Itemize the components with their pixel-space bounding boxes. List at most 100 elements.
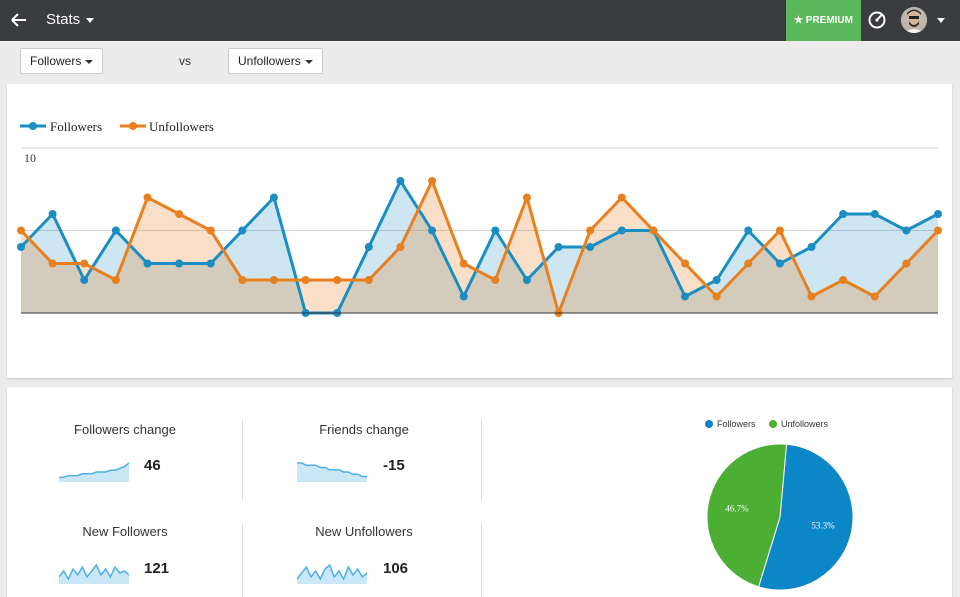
friends-change-sparkline [297,462,367,482]
followers-point[interactable] [175,259,184,268]
unfollowers-point[interactable] [364,276,373,284]
followers-point[interactable] [807,243,816,251]
pie-legend-unfollowers[interactable]: Unfollowers [769,419,828,429]
followers-point[interactable] [80,276,89,284]
unfollowers-point[interactable] [744,259,753,268]
followers-point[interactable] [491,226,500,235]
followers-point[interactable] [839,210,848,218]
unfollowers-point[interactable] [80,259,89,268]
followers-point[interactable] [17,243,25,251]
followers-change-value: 46 [144,457,161,474]
followers-point[interactable] [617,226,626,235]
followers-point[interactable] [712,276,721,284]
unfollowers-point[interactable] [428,177,437,185]
pie-slice-unfollowers[interactable] [706,443,788,588]
unfollowers-point[interactable] [934,226,942,235]
unfollowers-point[interactable] [681,259,690,268]
page-title: Stats [46,11,81,28]
unfollowers-point[interactable] [175,210,184,218]
followers-point[interactable] [206,259,215,268]
friends-change-label: Friends change [319,422,409,437]
sparkline-area [59,565,129,584]
stats-card: Followers change 46 Friends change -15 N… [7,387,952,597]
account-menu-chevron-icon[interactable] [937,18,945,23]
followers-point[interactable] [775,259,784,268]
area-chart: 10 [17,147,942,317]
unfollowers-point[interactable] [206,226,215,235]
new-unfollowers-value: 106 [383,560,409,577]
legend-followers[interactable]: Followers [50,119,102,134]
divider [242,420,243,500]
new-unfollowers-label: New Unfollowers [315,524,413,539]
chevron-down-icon [304,59,313,64]
pie-legend-followers[interactable]: Followers [705,419,756,429]
unfollowers-dot-icon [769,420,777,428]
followers-point[interactable] [269,193,278,202]
followers-point[interactable] [934,210,942,218]
unfollowers-point[interactable] [459,259,468,268]
left-metric-dropdown[interactable]: Followers [20,48,104,74]
page-title-dropdown[interactable]: Stats [46,11,95,28]
unfollowers-point[interactable] [269,276,278,284]
premium-button[interactable]: ★ PREMIUM [786,0,861,41]
followers-point[interactable] [238,226,247,235]
followers-point[interactable] [459,292,468,301]
followers-point[interactable] [143,259,152,268]
unfollowers-point[interactable] [143,193,152,202]
unfollowers-point[interactable] [522,193,531,202]
top-bar: Stats ★ PREMIUM [0,0,960,41]
followers-point[interactable] [396,177,405,185]
sparkline-line [297,462,367,478]
unfollowers-point[interactable] [491,276,500,284]
followers-point[interactable] [586,243,595,251]
followers-point[interactable] [111,226,120,235]
unfollowers-point[interactable] [396,243,405,251]
unfollowers-point[interactable] [870,292,879,301]
sparkline-area [297,463,367,482]
pie-value-label-followers: 53.3% [811,520,835,530]
followers-change-sparkline [59,462,129,482]
new-followers-value: 121 [144,560,170,577]
followers-point[interactable] [902,226,911,235]
unfollowers-point[interactable] [333,276,342,284]
followers-line [19,179,939,315]
unfollowers-point[interactable] [839,276,848,284]
new-followers-sparkline [59,564,129,584]
unfollowers-point[interactable] [617,193,626,202]
back-arrow-icon[interactable] [10,9,28,31]
followers-point[interactable] [48,210,57,218]
left-metric-label: Followers [30,54,82,68]
pie-value-label-unfollowers: 46.7% [725,504,749,514]
unfollowers-point[interactable] [712,292,721,301]
followers-point[interactable] [364,243,373,251]
followers-point[interactable] [681,292,690,301]
right-metric-dropdown[interactable]: Unfollowers [228,48,323,74]
unfollowers-legend-swatch [120,122,146,130]
followers-point[interactable] [554,243,563,251]
followers-point[interactable] [744,226,753,235]
unfollowers-point[interactable] [111,276,120,284]
followers-point[interactable] [870,210,879,218]
unfollowers-point[interactable] [17,226,25,235]
followers-point[interactable] [428,226,437,235]
unfollowers-point[interactable] [238,276,247,284]
right-metric-label: Unfollowers [238,54,301,68]
unfollowers-point[interactable] [649,226,658,235]
unfollowers-point[interactable] [48,259,57,268]
unfollowers-point[interactable] [807,292,816,301]
pie-chart: 53.3% 46.7% [706,443,854,591]
unfollowers-point[interactable] [301,276,310,284]
divider [481,523,482,597]
unfollowers-point[interactable] [902,259,911,268]
pie-legend-followers-label: Followers [717,419,756,429]
vs-label: vs [179,54,191,68]
followers-point[interactable] [522,276,531,284]
legend-unfollowers[interactable]: Unfollowers [149,119,214,134]
speedometer-icon[interactable] [867,10,887,30]
avatar[interactable] [901,7,927,33]
unfollowers-point[interactable] [775,226,784,235]
unfollowers-point[interactable] [586,226,595,235]
followers-change-label: Followers change [74,422,176,437]
new-unfollowers-sparkline [297,564,367,584]
pie-slice-followers[interactable] [757,443,854,591]
